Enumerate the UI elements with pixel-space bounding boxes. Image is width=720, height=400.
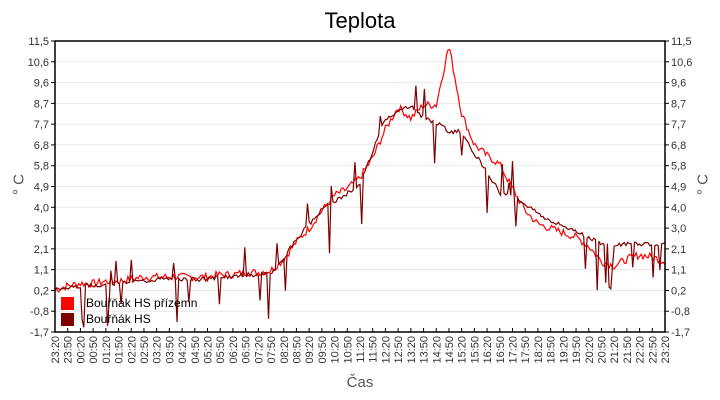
x-tick-label: 23:20 [660,336,672,364]
x-tick-label: 15:50 [469,336,481,364]
legend-swatch-1 [61,296,74,310]
x-tick-label: 21:20 [609,336,621,364]
series-line [54,85,666,328]
x-tick-label: 13:20 [406,336,418,364]
y-tick-label-left: 0,2 [34,285,49,297]
y-tick-label-right: 11,5 [671,36,692,48]
x-tick-label: 01:20 [101,336,113,364]
y-tick-label-left: 10,6 [28,57,49,69]
y-tick-label-left: 1,1 [34,265,49,277]
y-tick-label-left: -0,8 [30,306,49,318]
y-tick-label-right: 7,7 [671,119,686,131]
y-tick-label-right: -0,8 [671,306,690,318]
legend-item: Bouřňák HS [61,311,197,327]
legend-swatch-2 [61,312,74,326]
y-tick-label-right: 9,6 [671,78,686,90]
x-tick-label: 21:50 [622,336,634,364]
x-tick-label: 20:50 [596,336,608,364]
x-tick-label: 04:20 [177,336,189,364]
y-tick-label-left: -1,7 [30,327,49,339]
y-tick-label-left: 3,0 [34,223,49,235]
x-tick-label: 14:20 [431,336,443,364]
legend-label-1: Bouřňák HS přízemn [86,296,198,310]
x-tick-label: 04:50 [190,336,202,364]
x-tick-label: 16:50 [495,336,507,364]
y-tick-label-left: 5,8 [34,161,49,173]
y-tick-label-right: 10,6 [671,57,692,69]
x-tick-label: 15:20 [457,336,469,364]
x-tick-label: 01:50 [114,336,126,364]
x-tick-label: 00:50 [88,336,100,364]
x-tick-label: 10:50 [342,336,354,364]
y-tick-label-left: 2,1 [34,244,49,256]
x-tick-label: 09:20 [304,336,316,364]
x-tick-label: 03:20 [152,336,164,364]
x-tick-label: 11:50 [368,336,380,363]
x-tick-label: 07:20 [253,336,265,364]
x-tick-label: 08:50 [291,336,303,364]
x-tick-label: 07:50 [266,336,278,364]
x-tick-label: 16:20 [482,336,494,364]
y-tick-label-right: 8,7 [671,98,686,110]
chart-title: Teplota [324,8,396,33]
x-tick-label: 17:50 [520,336,532,364]
x-tick-label: 11:20 [355,336,367,363]
y-tick-label-right: 4,9 [671,182,686,194]
x-tick-label: 22:20 [635,336,647,364]
plot-frame [54,40,666,333]
legend-item: Bouřňák HS přízemn [61,295,197,311]
y-tick-label-right: 6,8 [671,140,686,152]
y-tick-label-left: 7,7 [34,119,49,131]
x-tick-label: 12:50 [393,336,405,364]
x-tick-label: 18:20 [533,336,545,364]
x-tick-label: 22:50 [647,336,659,364]
x-tick-label: 02:20 [126,336,138,364]
y-tick-label-left: 9,6 [34,78,49,90]
x-tick-label: 19:50 [571,336,583,364]
y-tick-label-right: 0,2 [671,285,686,297]
y-tick-label-left: 6,8 [34,140,49,152]
x-tick-label: 03:50 [164,336,176,364]
legend-label-2: Bouřňák HS [86,312,151,326]
x-tick-label: 00:20 [75,336,87,364]
y-tick-label-right: -1,7 [671,327,690,339]
y-tick-label-left: 11,5 [28,36,49,48]
x-tick-label: 17:20 [508,336,520,364]
x-tick-label: 14:50 [444,336,456,364]
x-tick-label: 02:50 [139,336,151,364]
x-axis-title: Čas [346,374,374,391]
x-tick-label: 23:20 [50,336,62,364]
y-tick-label-left: 8,7 [34,98,49,110]
y-tick-label-right: 4,0 [671,202,686,214]
y-tick-label-left: 4,0 [34,202,49,214]
y-tick-label-right: 5,8 [671,161,686,173]
y-tick-label-right: 3,0 [671,223,686,235]
x-tick-label: 06:50 [241,336,253,364]
y-tick-label-right: 2,1 [671,244,686,256]
legend: Bouřňák HS přízemn Bouřňák HS [61,295,197,327]
x-tick-label: 19:20 [558,336,570,364]
x-tick-label: 06:20 [228,336,240,364]
x-tick-label: 05:50 [215,336,227,364]
x-tick-label: 05:20 [203,336,215,364]
x-tick-label: 08:20 [279,336,291,364]
series-line [54,48,666,293]
y-tick-label-right: 1,1 [671,265,686,277]
x-tick-label: 10:20 [330,336,342,364]
x-tick-label: 13:50 [419,336,431,364]
x-tick-label: 12:20 [380,336,392,364]
y-tick-label-left: 4,9 [34,182,49,194]
x-tick-label: 18:50 [546,336,558,364]
x-tick-label: 09:50 [317,336,329,364]
x-tick-label: 23:50 [63,336,75,364]
x-tick-label: 20:20 [584,336,596,364]
